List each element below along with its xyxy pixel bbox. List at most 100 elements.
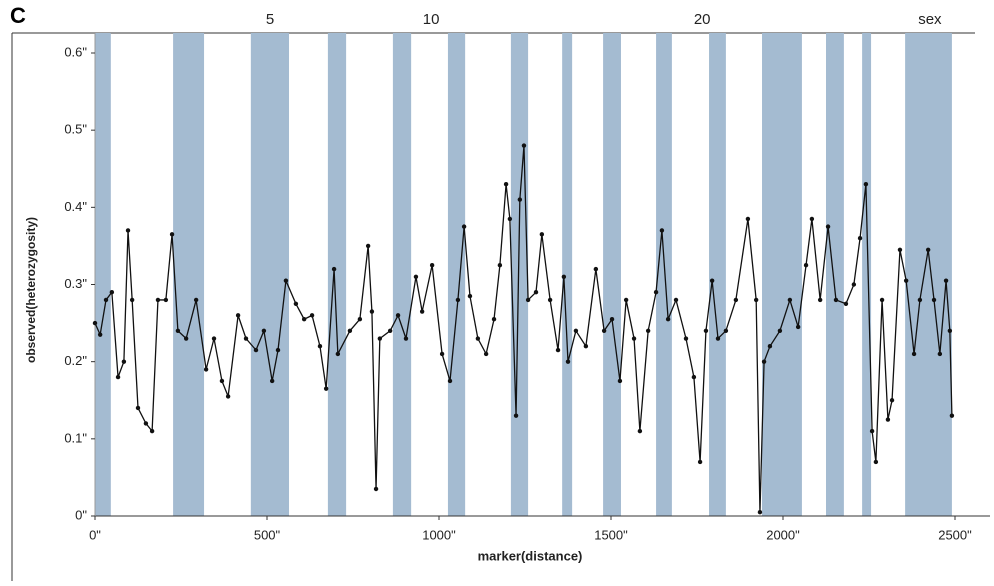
data-point [309,313,315,318]
data-point [869,428,875,434]
y-tick-label: 0.5" [64,122,87,137]
data-point [193,297,199,303]
data-point [757,509,763,515]
data-point [521,143,527,148]
chromosome-band [862,33,872,516]
data-point [673,297,679,303]
y-tick-label: 0.1" [64,430,87,445]
data-point [115,374,121,380]
x-tick-label: 0" [89,527,101,542]
data-point [703,328,709,333]
data-point [573,328,579,333]
data-point [92,320,98,326]
data-point [833,297,839,303]
data-point [491,317,497,322]
data-point [885,417,891,422]
data-point [547,297,553,303]
chromosome-band [762,33,802,516]
data-point [219,378,225,384]
data-point [857,236,863,241]
data-point [947,328,953,333]
data-point [169,232,175,237]
data-point [697,459,703,465]
data-point [403,336,409,341]
chromosome-band [709,33,726,516]
data-point [143,421,149,426]
data-point [439,351,445,357]
data-point [645,328,651,333]
data-point [851,282,857,287]
data-point [517,197,523,202]
x-tick-label: 2000" [766,527,800,542]
data-point [513,413,519,418]
chromosome-band [392,33,412,516]
data-point [809,216,815,222]
data-point [583,344,589,349]
data-point [483,351,489,357]
data-point [561,274,567,279]
data-point [879,297,885,303]
data-point [243,336,249,341]
data-point [497,263,503,268]
data-point [637,428,643,434]
data-point [507,216,513,222]
y-tick-label: 0.3" [64,276,87,291]
data-point [777,328,783,333]
data-point [539,232,545,237]
data-point [225,394,231,399]
data-point [873,459,879,465]
data-point [331,266,337,272]
data-point [369,309,375,314]
x-tick-label: 2500" [938,527,972,542]
y-tick-label: 0.4" [64,199,87,214]
data-point [317,344,323,349]
data-point [949,413,955,418]
data-point [503,181,509,187]
data-point [623,297,629,303]
data-point [925,247,931,252]
data-point [665,317,671,322]
data-point [943,278,949,283]
chromosome-band [95,33,111,516]
band-annotation: 20 [694,11,711,28]
data-point [683,336,689,341]
data-point [787,297,793,303]
data-point [467,293,473,299]
data-point [659,228,665,233]
data-point [691,374,697,380]
data-point [843,301,849,306]
data-point [723,328,729,333]
data-point [447,378,453,384]
data-point [745,216,751,222]
y-axis-label: observed(heterozygosity) [24,217,38,363]
band-annotation: sex [918,11,942,28]
chromosome-band [656,33,672,516]
data-point [211,336,217,341]
data-point [335,351,341,357]
data-point [261,328,267,333]
data-point [357,317,363,322]
data-point [863,181,869,187]
data-point [293,301,299,306]
y-tick-label: 0" [75,507,87,522]
data-point [275,347,281,353]
y-tick-label: 0.6" [64,44,87,59]
data-point [897,247,903,252]
data-point [175,328,181,333]
data-point [753,297,759,303]
data-point [525,297,531,303]
data-point [283,278,289,283]
data-point [253,347,259,353]
data-point [593,266,599,272]
data-line [94,145,953,513]
data-point [419,309,425,314]
data-point [609,317,615,322]
data-point [803,263,809,268]
data-point [555,347,561,353]
data-point [365,243,371,249]
data-point [937,351,943,357]
chromosome-band [905,33,952,516]
data-point [129,297,135,303]
data-point [533,290,539,295]
